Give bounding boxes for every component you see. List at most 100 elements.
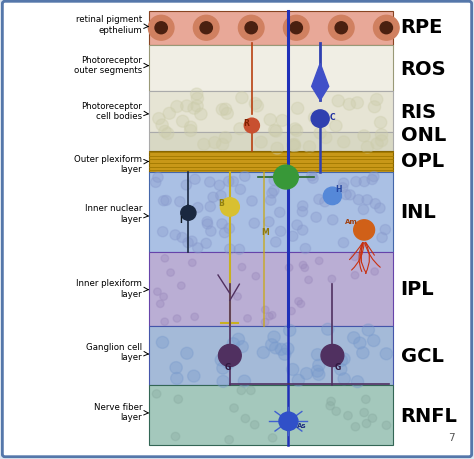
Circle shape xyxy=(297,207,308,217)
Circle shape xyxy=(283,325,296,336)
Text: I: I xyxy=(179,215,182,224)
Circle shape xyxy=(311,111,329,128)
Circle shape xyxy=(208,193,219,203)
Circle shape xyxy=(268,434,277,442)
Circle shape xyxy=(332,95,345,107)
Circle shape xyxy=(368,101,381,113)
Text: Inner plexiform
layer: Inner plexiform layer xyxy=(76,279,148,298)
Text: Ganglion cell
layer: Ganglion cell layer xyxy=(86,342,148,361)
Circle shape xyxy=(171,373,183,385)
Circle shape xyxy=(301,264,309,272)
Bar xyxy=(149,386,393,445)
Circle shape xyxy=(191,313,199,321)
Circle shape xyxy=(214,181,225,191)
Circle shape xyxy=(222,358,235,369)
Circle shape xyxy=(287,140,299,151)
Text: G: G xyxy=(224,363,230,371)
Circle shape xyxy=(245,22,257,35)
Text: RIS: RIS xyxy=(401,103,437,122)
Circle shape xyxy=(285,264,293,272)
Circle shape xyxy=(354,220,374,241)
Circle shape xyxy=(161,319,168,326)
Circle shape xyxy=(241,414,250,423)
Circle shape xyxy=(351,376,364,388)
Circle shape xyxy=(191,93,204,105)
Circle shape xyxy=(335,22,347,35)
Bar xyxy=(149,326,393,386)
Circle shape xyxy=(264,114,276,126)
Circle shape xyxy=(188,370,200,382)
Circle shape xyxy=(330,121,342,133)
Circle shape xyxy=(374,16,399,41)
Circle shape xyxy=(252,273,260,280)
Circle shape xyxy=(167,269,174,277)
Circle shape xyxy=(228,177,238,187)
Circle shape xyxy=(220,198,239,217)
Circle shape xyxy=(181,347,193,359)
Circle shape xyxy=(202,219,213,230)
Text: OPL: OPL xyxy=(401,152,444,171)
Circle shape xyxy=(323,188,341,205)
Circle shape xyxy=(301,368,313,380)
Circle shape xyxy=(360,409,368,417)
Circle shape xyxy=(371,268,378,275)
Circle shape xyxy=(161,196,171,206)
Text: retinal pigment
epthelium: retinal pigment epthelium xyxy=(76,15,148,34)
Text: G: G xyxy=(334,363,340,371)
Text: RPE: RPE xyxy=(401,18,443,37)
Circle shape xyxy=(246,386,255,395)
Circle shape xyxy=(358,205,369,215)
Circle shape xyxy=(215,354,228,366)
Circle shape xyxy=(362,324,374,336)
Circle shape xyxy=(261,319,269,326)
Circle shape xyxy=(255,137,267,149)
Circle shape xyxy=(225,436,233,444)
Circle shape xyxy=(369,172,379,182)
Circle shape xyxy=(362,395,370,403)
Circle shape xyxy=(206,227,216,237)
Circle shape xyxy=(200,22,212,35)
Circle shape xyxy=(362,195,373,205)
Circle shape xyxy=(190,175,200,185)
Bar xyxy=(149,46,393,92)
Circle shape xyxy=(374,117,387,129)
Circle shape xyxy=(337,183,348,193)
Circle shape xyxy=(153,173,163,183)
Circle shape xyxy=(312,369,325,381)
Circle shape xyxy=(265,196,276,206)
Text: As: As xyxy=(297,422,307,428)
Circle shape xyxy=(343,99,356,111)
Circle shape xyxy=(177,233,187,243)
Bar xyxy=(149,133,393,151)
Circle shape xyxy=(192,203,203,213)
Circle shape xyxy=(289,123,301,135)
Circle shape xyxy=(328,276,336,283)
Circle shape xyxy=(217,363,229,375)
Circle shape xyxy=(183,238,193,248)
Circle shape xyxy=(314,195,324,205)
Circle shape xyxy=(354,337,366,349)
Circle shape xyxy=(264,217,274,227)
Circle shape xyxy=(351,177,361,187)
Circle shape xyxy=(279,348,291,360)
Circle shape xyxy=(311,349,324,361)
Circle shape xyxy=(300,244,310,254)
Circle shape xyxy=(347,332,360,344)
Circle shape xyxy=(328,215,338,225)
Circle shape xyxy=(274,208,285,218)
Circle shape xyxy=(287,232,298,242)
Text: Nerve fiber
layer: Nerve fiber layer xyxy=(94,402,148,421)
Circle shape xyxy=(159,126,171,138)
Circle shape xyxy=(153,113,165,125)
Circle shape xyxy=(322,324,334,336)
Circle shape xyxy=(189,259,196,267)
Circle shape xyxy=(157,227,168,237)
Circle shape xyxy=(174,197,185,207)
Circle shape xyxy=(221,108,233,120)
Circle shape xyxy=(332,407,340,415)
Circle shape xyxy=(382,421,391,430)
Text: GCL: GCL xyxy=(401,346,443,365)
Text: INL: INL xyxy=(401,202,436,222)
Circle shape xyxy=(249,218,259,229)
Circle shape xyxy=(371,138,383,150)
